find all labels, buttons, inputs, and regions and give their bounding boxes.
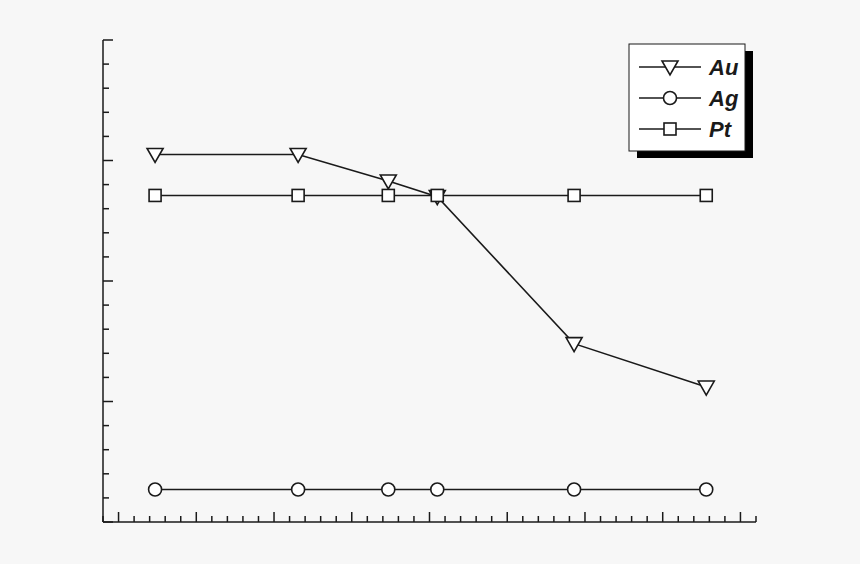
legend-label: Pt <box>709 117 733 142</box>
y-tick <box>103 353 109 355</box>
plot-area <box>147 148 714 495</box>
y-tick <box>103 87 109 89</box>
x-tick <box>475 516 477 522</box>
x-tick <box>164 516 166 522</box>
series-marker <box>382 189 394 201</box>
x-tick <box>242 516 244 522</box>
x-tick <box>180 516 182 522</box>
x-tick <box>367 516 369 522</box>
x-tick <box>149 516 151 522</box>
y-tick <box>103 449 109 451</box>
x-tick <box>289 516 291 522</box>
series-marker <box>149 189 161 201</box>
x-tick <box>196 512 198 522</box>
x-tick <box>133 516 135 522</box>
x-tick <box>351 512 353 522</box>
x-tick <box>553 516 555 522</box>
series-marker <box>700 189 712 201</box>
series-marker <box>568 483 581 496</box>
series-marker <box>698 381 714 395</box>
x-tick <box>724 516 726 522</box>
x-tick <box>646 516 648 522</box>
y-tick <box>103 401 113 403</box>
y-tick <box>103 521 113 523</box>
x-tick <box>693 516 695 522</box>
y-tick <box>103 425 109 427</box>
y-tick <box>103 377 109 379</box>
x-tick <box>258 516 260 522</box>
legend-marker <box>662 61 678 75</box>
y-tick <box>103 473 109 475</box>
series-marker <box>431 483 444 496</box>
x-tick <box>118 512 120 522</box>
series-line <box>155 154 706 387</box>
x-tick <box>413 516 415 522</box>
x-tick <box>460 516 462 522</box>
x-tick <box>444 516 446 522</box>
series-marker <box>700 483 713 496</box>
series-marker <box>380 175 396 189</box>
x-tick <box>709 516 711 522</box>
y-tick <box>103 208 109 210</box>
legend-marker <box>664 92 677 105</box>
x-tick <box>740 512 742 522</box>
x-tick <box>569 516 571 522</box>
y-tick <box>103 112 109 114</box>
chart: Au Ag Pt <box>0 0 860 564</box>
x-tick <box>398 516 400 522</box>
background <box>0 0 860 564</box>
legend-box <box>629 44 745 151</box>
y-tick <box>103 63 109 65</box>
series-marker <box>147 148 163 162</box>
series-marker <box>568 189 580 201</box>
x-tick <box>429 512 431 522</box>
x-tick <box>631 516 633 522</box>
x-tick <box>662 512 664 522</box>
x-tick <box>382 516 384 522</box>
series-marker <box>566 338 582 352</box>
x-tick <box>227 516 229 522</box>
series-marker <box>431 189 443 201</box>
y-tick <box>103 256 109 258</box>
x-tick <box>600 516 602 522</box>
axes <box>103 40 756 522</box>
y-tick <box>103 232 109 234</box>
series-marker <box>149 483 162 496</box>
x-tick <box>320 516 322 522</box>
x-tick <box>615 516 617 522</box>
x-tick <box>755 516 757 522</box>
y-tick <box>103 184 109 186</box>
series-marker <box>292 189 304 201</box>
x-tick <box>335 516 337 522</box>
x-tick <box>538 516 540 522</box>
series-marker <box>292 483 305 496</box>
y-tick <box>103 39 113 41</box>
x-tick <box>491 516 493 522</box>
y-tick <box>103 304 109 306</box>
y-tick <box>103 160 113 162</box>
x-tick <box>273 512 275 522</box>
legend: Au Ag Pt <box>629 44 753 158</box>
y-tick <box>103 136 109 138</box>
y-tick <box>103 497 109 499</box>
x-tick <box>584 512 586 522</box>
series-marker <box>382 483 395 496</box>
x-tick <box>678 516 680 522</box>
legend-label: Ag <box>708 86 739 111</box>
legend-marker <box>664 123 676 135</box>
y-tick <box>103 280 113 282</box>
x-tick <box>522 516 524 522</box>
series-marker <box>290 148 306 162</box>
legend-label: Au <box>708 55 739 80</box>
x-tick <box>506 512 508 522</box>
x-tick <box>211 516 213 522</box>
x-tick <box>102 516 104 522</box>
y-tick <box>103 328 109 330</box>
x-tick <box>304 516 306 522</box>
